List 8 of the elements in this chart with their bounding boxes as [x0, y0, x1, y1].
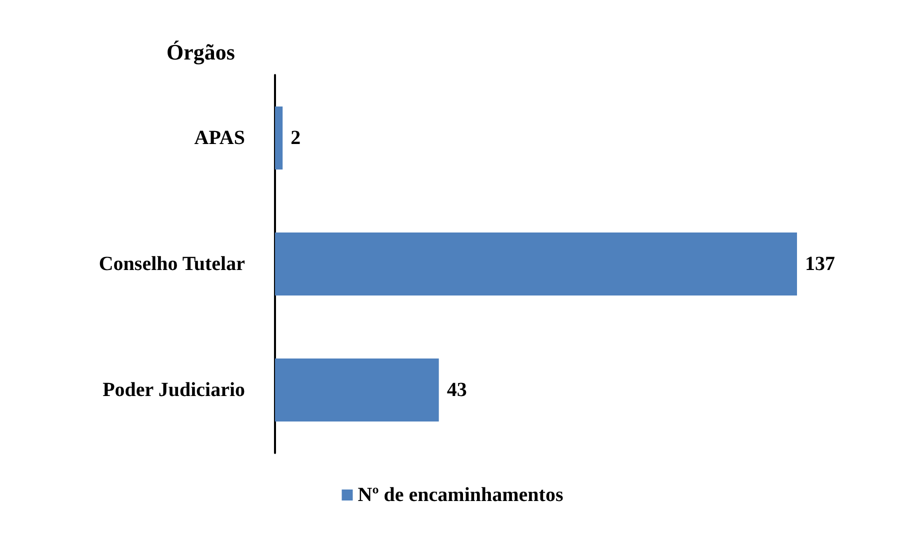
y-axis-title: Órgãos [166, 40, 236, 64]
data-label: 2 [290, 127, 301, 149]
data-label: 43 [446, 379, 467, 401]
y-tick-label: APAS [194, 127, 245, 149]
legend-label: Nº de encaminhamentos [358, 484, 564, 506]
y-tick-label: Conselho Tutelar [98, 253, 246, 275]
y-tick-label: Poder Judiciario [102, 379, 245, 401]
data-label: 137 [805, 253, 835, 275]
